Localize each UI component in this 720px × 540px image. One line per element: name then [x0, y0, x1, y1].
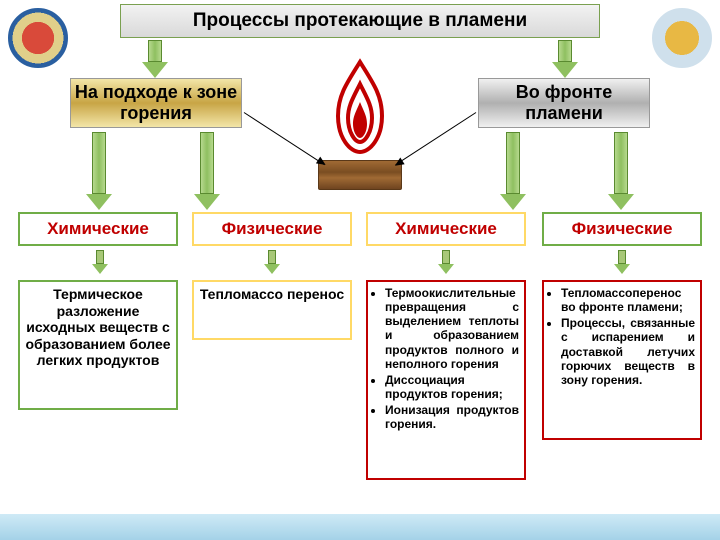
- desc4-item: Процессы, связанные с испарением и доста…: [561, 316, 695, 387]
- arrow-proc2-desc: [264, 250, 280, 274]
- line-left-to-log: [244, 112, 325, 165]
- proc-right-phys: Физические: [542, 212, 702, 246]
- desc3-item: Ионизация продуктов горения.: [385, 403, 519, 431]
- proc-left-phys: Физические: [192, 212, 352, 246]
- desc4-item: Тепломассоперенос во фронте пламени;: [561, 286, 695, 314]
- emblem-right: [650, 6, 714, 70]
- emblem-left: [6, 6, 70, 70]
- proc-left-chem: Химические: [18, 212, 178, 246]
- wood-log: [318, 160, 402, 190]
- flame-icon: [320, 58, 400, 158]
- arrow-cat-right-chem: [500, 132, 526, 210]
- line-right-to-log: [395, 112, 476, 165]
- desc-2: Тепломассо перенос: [192, 280, 352, 340]
- desc3-item: Диссоциация продуктов горения;: [385, 373, 519, 401]
- desc3-item: Термоокислительные превращения с выделен…: [385, 286, 519, 371]
- category-right: Во фронте пламени: [478, 78, 650, 128]
- desc-4: Тепломассоперенос во фронте пламени; Про…: [542, 280, 702, 440]
- arrow-cat-right-phys: [608, 132, 634, 210]
- arrow-title-to-right: [552, 40, 578, 78]
- proc-right-chem: Химические: [366, 212, 526, 246]
- desc-3: Термоокислительные превращения с выделен…: [366, 280, 526, 480]
- arrow-proc3-desc: [438, 250, 454, 274]
- desc-1: Термическое разложение исходных веществ …: [18, 280, 178, 410]
- category-left: На подходе к зоне горения: [70, 78, 242, 128]
- arrow-proc4-desc: [614, 250, 630, 274]
- arrow-cat-left-phys: [194, 132, 220, 210]
- arrow-cat-left-chem: [86, 132, 112, 210]
- arrow-proc1-desc: [92, 250, 108, 274]
- arrow-title-to-left: [142, 40, 168, 78]
- footer-decor: [0, 514, 720, 540]
- page-title: Процессы протекающие в пламени: [120, 4, 600, 38]
